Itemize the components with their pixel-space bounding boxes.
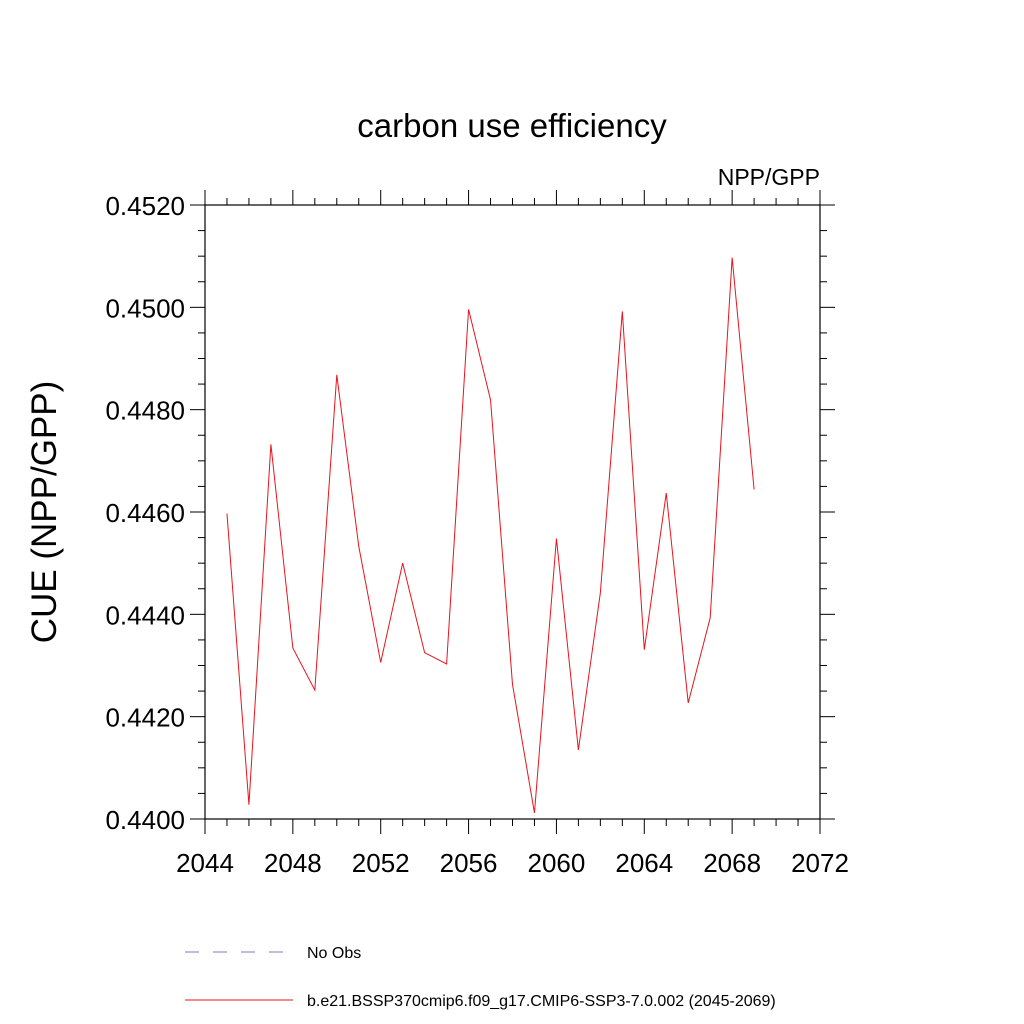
legend-entry-no-obs: No Obs [185,945,361,962]
x-tick-label: 2060 [528,848,586,878]
x-tick-label: 2064 [615,848,673,878]
x-tick-label: 2072 [791,848,849,878]
x-tick-label: 2048 [264,848,322,878]
y-tick-label: 0.4500 [105,293,185,323]
y-tick-label: 0.4520 [105,191,185,221]
y-tick-label: 0.4460 [105,498,185,528]
y-tick-labels: 0.4400 0.4420 0.4440 0.4460 0.4480 0.4500 0.45… [105,191,185,835]
legend-entry-model: b.e21.BSSP370cmip6.f09_g17.CMIP6-SSP3-7.… [185,993,776,1010]
chart-subtitle: NPP/GPP [718,164,820,190]
x-tick-label: 2056 [440,848,498,878]
x-tick-label: 2068 [703,848,761,878]
axis-ticks [190,190,835,834]
plot-frame [204,204,821,820]
y-tick-label: 0.4400 [105,805,185,835]
chart-title: carbon use efficiency [357,107,667,144]
y-tick-label: 0.4420 [105,703,185,733]
x-tick-label: 2044 [176,848,234,878]
y-tick-label: 0.4440 [105,600,185,630]
legend-label-model: b.e21.BSSP370cmip6.f09_g17.CMIP6-SSP3-7.… [307,993,776,1010]
y-tick-label: 0.4480 [105,396,185,426]
series-layer [226,257,755,813]
legend: No Obs b.e21.BSSP370cmip6.f09_g17.CMIP6-… [185,945,776,1010]
series-line-1 [226,257,755,813]
legend-label-no-obs: No Obs [307,945,361,962]
y-axis-label: CUE (NPP/GPP) [25,381,64,644]
x-tick-labels: 2044 2048 2052 2056 2060 2064 2068 2072 [176,848,849,878]
x-tick-label: 2052 [352,848,410,878]
